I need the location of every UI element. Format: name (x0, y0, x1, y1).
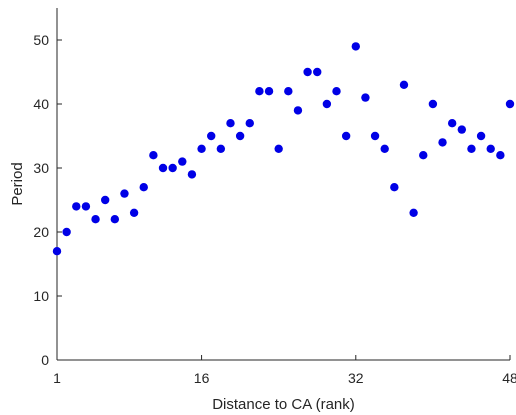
data-point (207, 131, 216, 141)
data-point (341, 131, 351, 141)
data-point (52, 247, 62, 256)
data-point (332, 87, 341, 96)
data-point (274, 144, 283, 153)
data-point (303, 67, 312, 77)
x-tick-label: 16 (194, 370, 210, 386)
data-point (370, 131, 380, 141)
y-tick-label: 50 (33, 32, 49, 48)
data-point (129, 208, 139, 217)
data-point (322, 99, 332, 109)
data-point (149, 151, 158, 160)
data-point (476, 131, 486, 141)
data-point (399, 80, 409, 90)
data-point (62, 227, 71, 237)
data-point (313, 67, 322, 77)
data-point (428, 99, 438, 109)
x-axis-label: Distance to CA (rank) (212, 396, 355, 413)
data-point (245, 119, 254, 128)
data-point (168, 163, 177, 173)
x-tick-label: 48 (502, 370, 516, 386)
data-point (72, 202, 81, 211)
data-point (255, 87, 264, 96)
data-point (187, 170, 197, 179)
y-tick-label: 10 (33, 288, 49, 304)
data-point (467, 144, 476, 153)
data-points (52, 42, 515, 256)
data-point (361, 93, 370, 102)
data-point (216, 144, 226, 153)
data-point (81, 202, 91, 211)
data-point (380, 144, 389, 153)
data-point (284, 87, 293, 96)
data-point (438, 138, 447, 147)
y-tick-label: 40 (33, 96, 49, 112)
data-point (178, 157, 187, 166)
data-point (264, 87, 274, 96)
data-point (158, 163, 168, 173)
data-point (457, 125, 467, 134)
data-point (226, 119, 235, 128)
data-point (351, 42, 360, 51)
y-tick-label: 20 (33, 224, 49, 240)
data-point (197, 144, 206, 153)
y-tick-label: 0 (41, 352, 49, 368)
data-point (486, 144, 495, 153)
data-point (91, 215, 100, 224)
data-point (120, 189, 129, 198)
y-axis-label: Period (9, 162, 26, 205)
axes: 0 10 20 30 40 50 1 16 32 48 (33, 8, 516, 386)
data-point (505, 99, 515, 109)
y-tick-label: 30 (33, 160, 49, 176)
data-point (293, 106, 303, 115)
data-point (390, 183, 399, 192)
data-point (496, 151, 505, 160)
data-point (409, 208, 418, 217)
data-point (110, 215, 120, 224)
data-point (100, 195, 110, 205)
data-point (139, 183, 148, 192)
data-point (235, 131, 245, 141)
x-tick-label: 32 (348, 370, 364, 386)
data-point (419, 151, 428, 160)
data-point (447, 119, 457, 128)
x-tick-label: 1 (53, 370, 61, 386)
